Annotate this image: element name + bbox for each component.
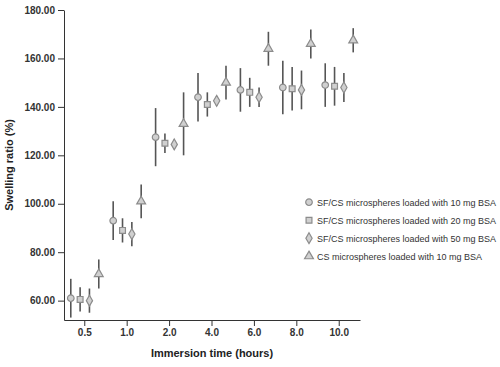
y-axis-title: Swelling ratio (%) xyxy=(3,119,15,211)
point xyxy=(110,217,117,224)
point xyxy=(322,82,329,89)
tick: 100.00 xyxy=(24,198,64,209)
legend-symbol xyxy=(306,233,312,244)
tick: 180.00 xyxy=(24,5,64,16)
series xyxy=(77,67,337,312)
tick: 1.0 xyxy=(120,320,134,338)
point xyxy=(264,44,273,52)
legend-label: SF/CS microspheres loaded with 20 mg BSA xyxy=(317,216,496,226)
point xyxy=(306,39,315,47)
tick: 4.0 xyxy=(205,320,219,338)
point xyxy=(86,295,92,306)
y-axis: 60.00 80.00 100.00 120.00 140.00 160.00 180.00 xyxy=(24,5,64,321)
point xyxy=(298,84,304,95)
point xyxy=(162,140,168,146)
point xyxy=(137,196,146,204)
point xyxy=(222,78,231,86)
tick-mark xyxy=(58,204,64,205)
legend-label: SF/CS microspheres loaded with 10 mg BSA xyxy=(317,198,496,208)
tick: 140.00 xyxy=(24,102,64,113)
tick-label: 4.0 xyxy=(205,327,219,338)
point xyxy=(349,35,358,43)
tick-label: 2.0 xyxy=(163,327,177,338)
legend-item: SF/CS microspheres loaded with 10 mg BSA xyxy=(306,198,496,208)
legend-item: SF/CS microspheres loaded with 50 mg BSA xyxy=(306,233,496,244)
tick: 0.5 xyxy=(78,320,92,338)
point xyxy=(152,134,159,141)
point xyxy=(77,296,83,302)
tick-mark xyxy=(296,320,297,326)
legend-symbol xyxy=(306,199,313,206)
tick: 120.00 xyxy=(24,150,64,161)
point xyxy=(214,95,220,106)
tick-mark xyxy=(58,252,64,253)
tick-mark xyxy=(58,10,64,11)
point xyxy=(289,86,295,92)
marks xyxy=(67,28,357,317)
tick-label: 10.0 xyxy=(329,327,349,338)
point xyxy=(179,119,188,127)
series xyxy=(94,28,357,288)
tick-mark xyxy=(58,107,64,108)
tick-label: 6.0 xyxy=(247,327,261,338)
point xyxy=(120,227,126,233)
tick-mark xyxy=(58,58,64,59)
chart: 60.00 80.00 100.00 120.00 140.00 160.00 180.00… xyxy=(0,0,500,367)
point xyxy=(129,229,135,240)
axis-line xyxy=(64,11,65,321)
tick: 80.00 xyxy=(30,247,64,258)
point xyxy=(247,89,253,95)
legend-item: CS microspheres loaded with 10 mg BSA xyxy=(305,251,483,262)
point xyxy=(332,83,338,89)
tick-mark xyxy=(212,320,213,326)
legend: SF/CS microspheres loaded with 10 mg BSA… xyxy=(305,198,497,262)
point xyxy=(237,87,244,94)
tick-mark xyxy=(58,155,64,156)
legend-symbol xyxy=(305,251,314,259)
point xyxy=(256,92,262,103)
point xyxy=(171,139,177,150)
tick-mark xyxy=(339,320,340,326)
point xyxy=(204,102,210,108)
tick-label: 8.0 xyxy=(290,327,304,338)
point xyxy=(94,269,103,277)
x-axis: 0.5 1.0 2.0 4.0 6.0 8.0 10.0 xyxy=(65,320,361,338)
tick: 10.0 xyxy=(329,320,349,338)
tick: 60.00 xyxy=(30,295,64,306)
plot: 60.00 80.00 100.00 120.00 140.00 160.00 180.00… xyxy=(24,5,360,338)
legend-label: SF/CS microspheres loaded with 50 mg BSA xyxy=(317,234,496,244)
tick-label: 80.00 xyxy=(30,247,55,258)
tick-mark xyxy=(127,320,128,326)
legend-label: CS microspheres loaded with 10 mg BSA xyxy=(317,252,482,262)
legend-item: SF/CS microspheres loaded with 20 mg BSA xyxy=(306,216,496,226)
tick: 8.0 xyxy=(290,320,304,338)
tick-mark xyxy=(84,320,85,326)
tick: 2.0 xyxy=(163,320,177,338)
tick-label: 160.00 xyxy=(24,53,55,64)
tick-label: 0.5 xyxy=(78,327,92,338)
tick-mark xyxy=(169,320,170,326)
tick-label: 120.00 xyxy=(24,150,55,161)
tick: 6.0 xyxy=(247,320,261,338)
tick-label: 1.0 xyxy=(120,327,134,338)
tick-label: 100.00 xyxy=(24,198,55,209)
series xyxy=(67,61,328,318)
x-axis-title: Immersion time (hours) xyxy=(151,347,274,359)
tick: 160.00 xyxy=(24,53,64,64)
tick-mark xyxy=(58,301,64,302)
tick-mark xyxy=(254,320,255,326)
tick-label: 140.00 xyxy=(24,102,55,113)
tick-label: 60.00 xyxy=(30,295,55,306)
series xyxy=(86,71,347,313)
legend-symbol xyxy=(306,217,312,223)
point xyxy=(67,295,74,302)
tick-label: 180.00 xyxy=(24,5,55,16)
point xyxy=(280,84,287,91)
point xyxy=(195,94,202,101)
point xyxy=(341,82,347,93)
